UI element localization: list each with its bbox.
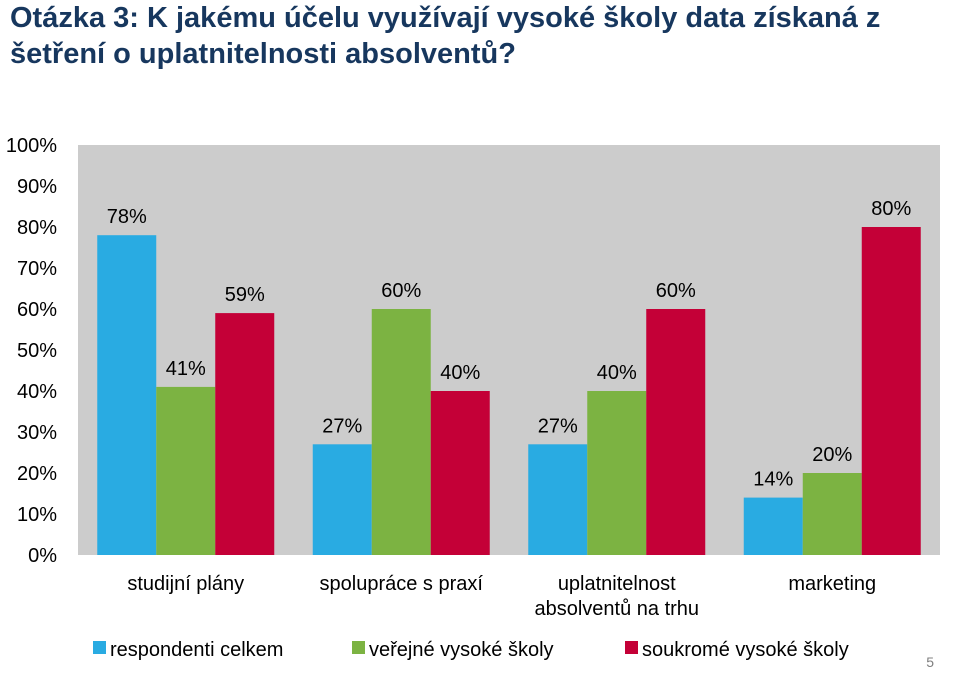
bar — [646, 309, 706, 555]
legend-swatch — [352, 641, 365, 654]
bar — [156, 386, 216, 555]
page-number: 5 — [926, 654, 934, 670]
legend-swatch — [93, 641, 106, 654]
legend-entry: veřejné vysoké školy — [369, 639, 554, 661]
y-tick-label: 90% — [17, 176, 57, 198]
x-category-label: spolupráce s praxí — [320, 573, 484, 595]
x-category-label: marketing — [788, 573, 876, 595]
data-label: 14% — [753, 469, 793, 491]
data-label: 20% — [812, 444, 852, 466]
data-label: 40% — [597, 362, 637, 384]
bar — [371, 309, 431, 555]
data-label: 27% — [538, 415, 578, 437]
x-category-label: uplatnitelnost — [558, 573, 676, 595]
bar — [528, 444, 588, 555]
x-category-label: absolventů na trhu — [534, 598, 699, 620]
slide-title: Otázka 3: K jakému účelu využívají vysok… — [10, 2, 881, 70]
y-tick-label: 10% — [17, 504, 57, 526]
data-label: 78% — [107, 206, 147, 228]
legend-swatch — [625, 641, 638, 654]
y-tick-label: 50% — [17, 340, 57, 362]
y-tick-label: 20% — [17, 463, 57, 485]
bar — [743, 497, 803, 555]
bar — [587, 391, 647, 555]
y-tick-label: 40% — [17, 381, 57, 403]
bar — [312, 444, 372, 555]
data-label: 80% — [871, 198, 911, 220]
data-label: 41% — [166, 358, 206, 380]
y-tick-label: 30% — [17, 422, 57, 444]
y-tick-label: 70% — [17, 258, 57, 280]
bar — [97, 235, 157, 555]
y-tick-label: 0% — [28, 545, 57, 567]
bar — [215, 313, 275, 555]
y-tick-label: 60% — [17, 299, 57, 321]
legend-entry: respondenti celkem — [110, 639, 283, 661]
y-tick-label: 100% — [6, 135, 57, 157]
data-label: 60% — [656, 280, 696, 302]
legend-entry: soukromé vysoké školy — [642, 639, 849, 661]
data-label: 27% — [322, 415, 362, 437]
bar — [430, 391, 490, 555]
y-tick-label: 80% — [17, 217, 57, 239]
data-label: 40% — [440, 362, 480, 384]
bar — [861, 227, 921, 555]
bar — [802, 473, 862, 555]
data-label: 60% — [381, 280, 421, 302]
data-label: 59% — [225, 284, 265, 306]
x-category-label: studijní plány — [127, 573, 244, 595]
